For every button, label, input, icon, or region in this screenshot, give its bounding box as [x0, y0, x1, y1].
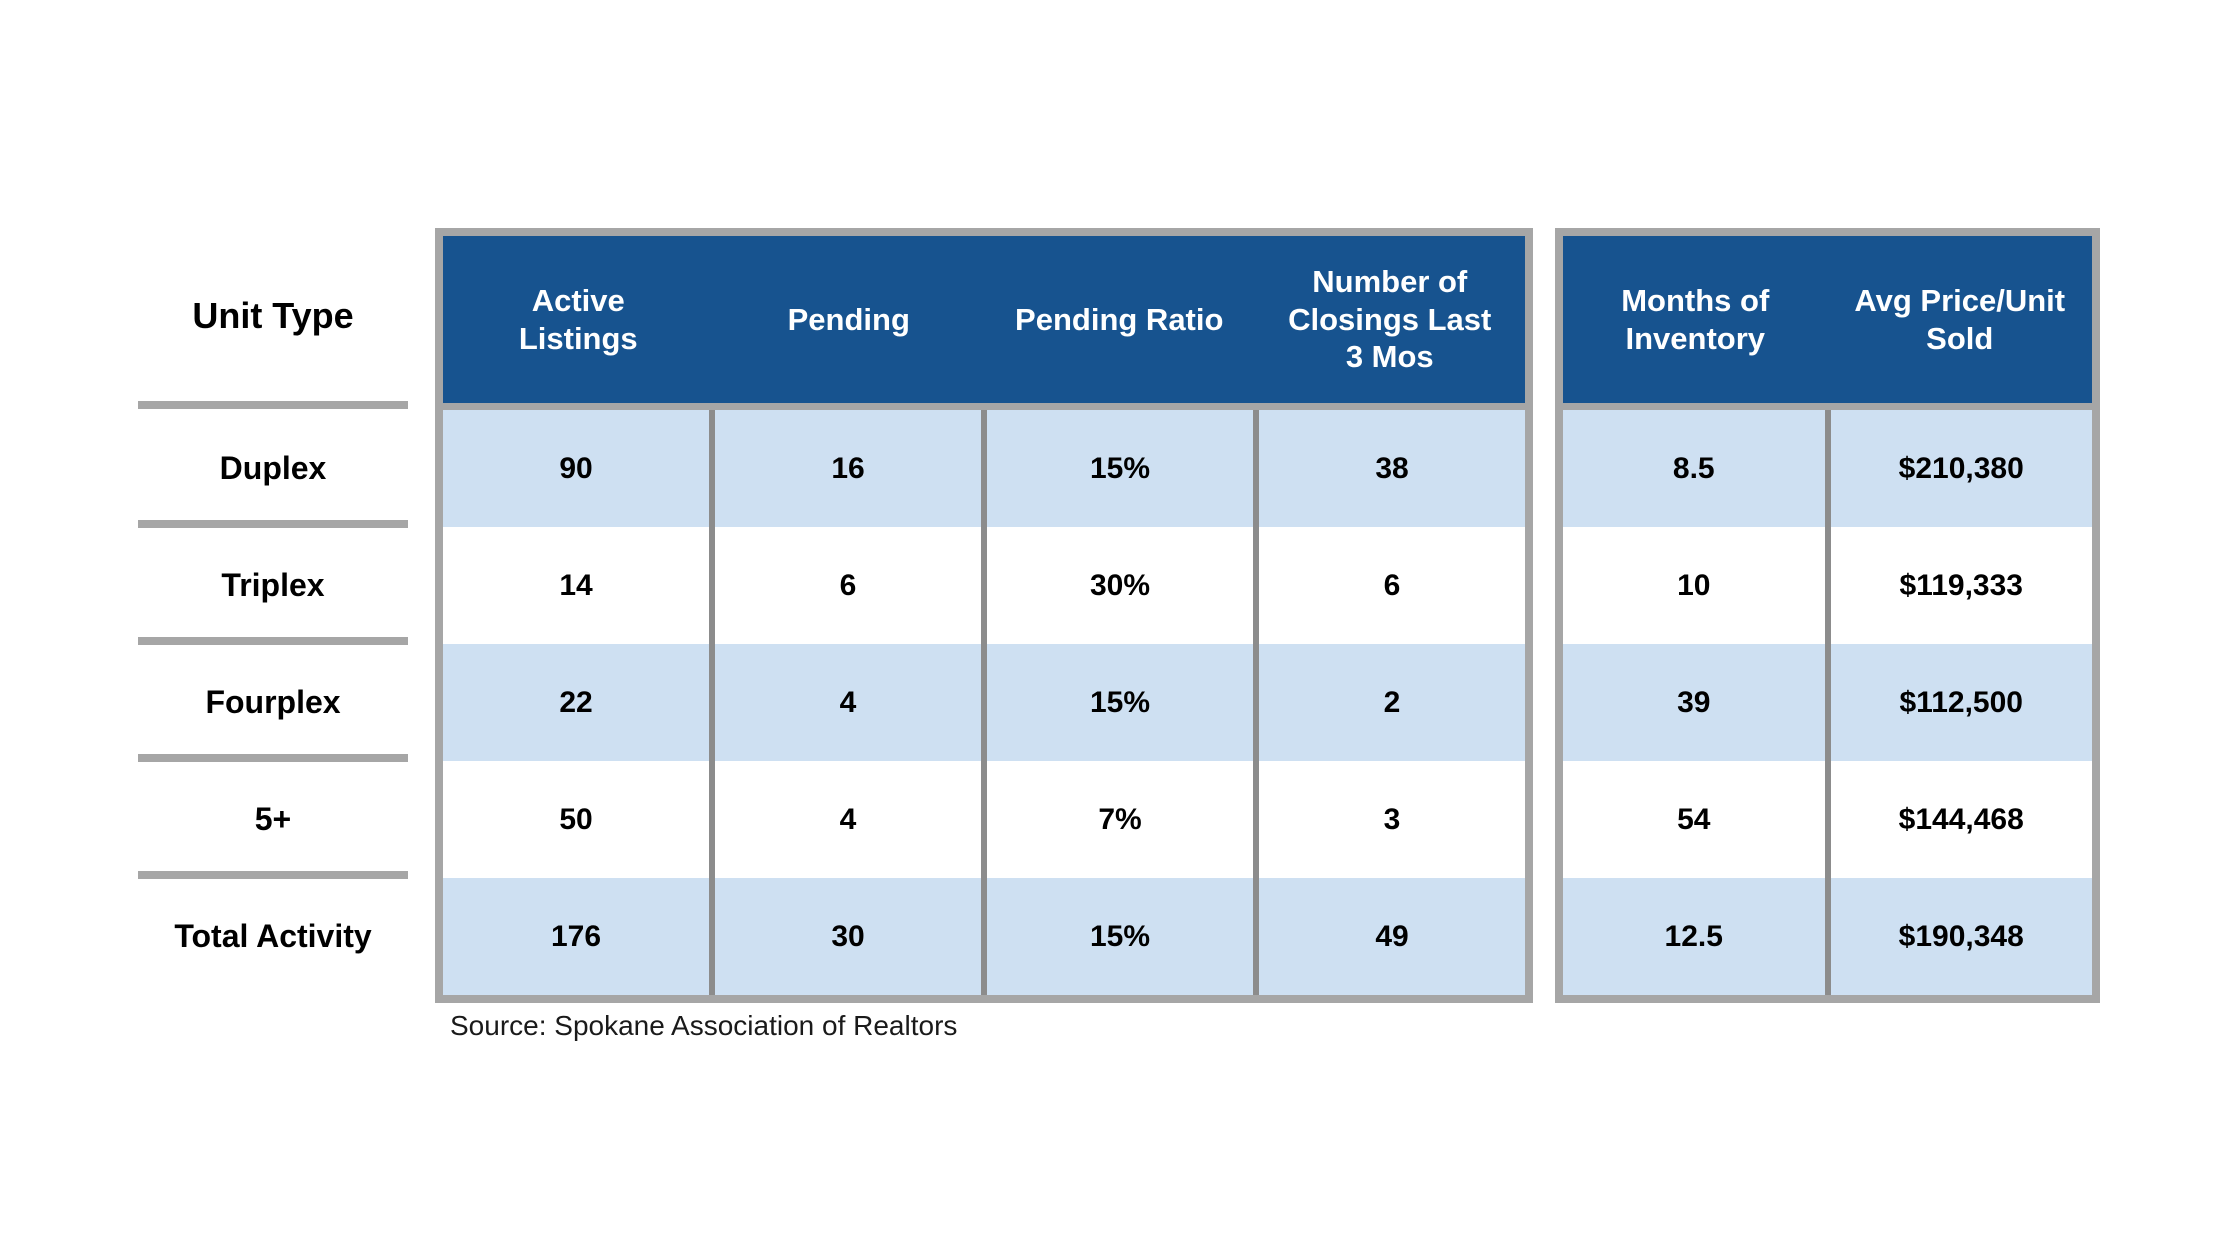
- column-header-closings-last-3-mos: Number of Closings Last 3 Mos: [1288, 263, 1492, 375]
- column-header-active-listings: Active Listings: [518, 282, 638, 356]
- table-row-total-activity: 176 30 15% 49: [443, 878, 1525, 995]
- table-cell: $210,380: [1824, 410, 2093, 527]
- table-row-fourplex: 39 $112,500: [1563, 644, 2092, 761]
- column-header-months-of-inventory: Months of Inventory: [1621, 282, 1770, 356]
- table-cell: 22: [559, 685, 593, 719]
- column-header-pending: Pending: [787, 301, 910, 337]
- table-row-triplex: 10 $119,333: [1563, 527, 2092, 644]
- table-row-triplex: 14 6 30% 6: [443, 527, 1525, 644]
- row-label-fourplex: Fourplex: [205, 683, 341, 720]
- table-cell: 12.5: [1664, 919, 1723, 953]
- row-divider: [138, 754, 408, 762]
- listings-activity-table: Active Listings Pending Pending Ratio Nu…: [435, 228, 1533, 1003]
- row-divider: [138, 871, 408, 879]
- table-cell: 14: [559, 568, 593, 602]
- table-cell: 10: [1677, 568, 1711, 602]
- listings-table-header-row: Active Listings Pending Pending Ratio Nu…: [443, 236, 1525, 403]
- table-row-5plus: 50 4 7% 3: [443, 761, 1525, 878]
- table-row-5plus: 54 $144,468: [1563, 761, 2092, 878]
- header-divider: [1563, 403, 2092, 410]
- table-cell: 30: [709, 878, 981, 995]
- table-cell: 176: [550, 919, 602, 953]
- table-cell: 4: [709, 761, 981, 878]
- row-divider: [138, 401, 408, 409]
- table-cell: 30%: [981, 527, 1253, 644]
- table-row-duplex: 8.5 $210,380: [1563, 410, 2092, 527]
- inventory-table-header-row: Months of Inventory Avg Price/Unit Sold: [1563, 236, 2092, 403]
- table-cell: 54: [1677, 802, 1711, 836]
- row-label-triplex: Triplex: [221, 566, 325, 603]
- source-caption: Source: Spokane Association of Realtors: [450, 1010, 958, 1041]
- column-header-pending-ratio: Pending Ratio: [1015, 301, 1224, 337]
- column-header-avg-price-unit-sold: Avg Price/Unit Sold: [1854, 282, 2066, 356]
- table-cell: 6: [709, 527, 981, 644]
- table-cell: 6: [1253, 527, 1525, 644]
- table-cell: 2: [1253, 644, 1525, 761]
- table-cell: 15%: [981, 878, 1253, 995]
- row-label-total-activity: Total Activity: [174, 918, 372, 955]
- unit-type-header: Unit Type: [192, 294, 354, 336]
- table-cell: $119,333: [1824, 527, 2093, 644]
- header-divider: [443, 403, 1525, 410]
- table-cell: $144,468: [1824, 761, 2093, 878]
- table-cell: 15%: [981, 410, 1253, 527]
- table-cell: 90: [559, 451, 593, 485]
- table-cell: $112,500: [1824, 644, 2093, 761]
- row-divider: [138, 520, 408, 528]
- table-cell: 4: [709, 644, 981, 761]
- table-cell: 3: [1253, 761, 1525, 878]
- table-cell: $190,348: [1824, 878, 2093, 995]
- row-label-5plus: 5+: [254, 800, 292, 837]
- table-cell: 49: [1253, 878, 1525, 995]
- inventory-price-table: Months of Inventory Avg Price/Unit Sold …: [1555, 228, 2100, 1003]
- table-cell: 7%: [981, 761, 1253, 878]
- table-cell: 8.5: [1672, 451, 1715, 485]
- table-cell: 15%: [981, 644, 1253, 761]
- table-row-fourplex: 22 4 15% 2: [443, 644, 1525, 761]
- table-row-duplex: 90 16 15% 38: [443, 410, 1525, 527]
- row-divider: [138, 637, 408, 645]
- table-cell: 38: [1253, 410, 1525, 527]
- table-cell: 39: [1677, 685, 1711, 719]
- table-row-total-activity: 12.5 $190,348: [1563, 878, 2092, 995]
- row-label-duplex: Duplex: [219, 449, 327, 486]
- table-cell: 16: [709, 410, 981, 527]
- table-cell: 50: [559, 802, 593, 836]
